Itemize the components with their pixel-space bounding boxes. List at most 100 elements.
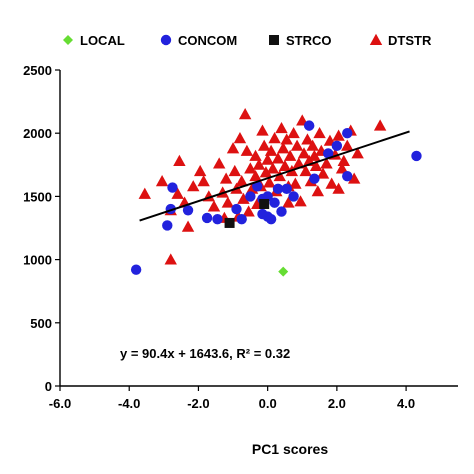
point-dtstr — [213, 157, 226, 169]
point-concom — [331, 140, 343, 152]
point-concom — [182, 205, 194, 216]
point-dtstr — [263, 176, 276, 188]
point-dtstr — [266, 162, 280, 174]
y-tick-label: 2000 — [23, 126, 52, 141]
x-tick-label: -4.0 — [118, 396, 140, 411]
y-ticks: 0 500 1000 1500 2000 2500 — [23, 63, 60, 394]
point-dtstr — [283, 149, 297, 161]
legend-item-dtstr: DTSTR — [369, 33, 432, 48]
point-dtstr — [240, 144, 254, 156]
point-concom — [303, 120, 315, 131]
point-dtstr — [308, 149, 321, 161]
legend-marker-dtstr — [369, 33, 383, 45]
point-dtstr — [197, 175, 210, 187]
point-dtstr — [294, 195, 307, 207]
legend-marker-concom — [160, 34, 172, 46]
point-dtstr — [290, 139, 304, 151]
x-tick-label: 4.0 — [397, 396, 415, 411]
point-dtstr — [306, 139, 319, 151]
point-concom — [269, 197, 280, 208]
point-dtstr — [219, 172, 233, 184]
point-dtstr — [273, 169, 286, 182]
y-tick-label: 1500 — [23, 189, 52, 204]
x-ticks: -6.0 -4.0 -2.0 0.0 2.0 4.0 — [49, 386, 415, 411]
point-dtstr — [164, 253, 177, 265]
point-dtstr — [292, 157, 305, 169]
point-dtstr — [289, 177, 302, 189]
point-dtstr — [207, 200, 221, 212]
y-tick-label: 0 — [45, 379, 52, 394]
point-dtstr — [313, 127, 326, 139]
point-concom — [342, 128, 353, 139]
point-dtstr — [297, 147, 311, 159]
x-tick-label: 0.0 — [259, 396, 277, 411]
point-dtstr — [259, 166, 273, 178]
legend: LOCAL CONCOM STRCO DTSTR — [63, 33, 432, 48]
point-dtstr — [351, 147, 364, 159]
regression-equation: y = 90.4x + 1643.6, R² = 0.32 — [120, 346, 290, 361]
point-concom — [281, 183, 292, 195]
point-dtstr — [261, 153, 274, 165]
point-dtstr — [337, 154, 350, 166]
point-dtstr — [335, 162, 349, 174]
point-dtstr — [173, 154, 186, 166]
point-dtstr — [332, 182, 345, 194]
x-tick-label: -6.0 — [49, 396, 71, 411]
point-dtstr — [278, 159, 292, 172]
point-concom — [276, 206, 287, 217]
legend-marker-local — [63, 35, 73, 45]
point-concom — [342, 170, 353, 182]
point-strco — [259, 198, 270, 209]
point-dtstr — [264, 144, 278, 156]
legend-marker-strco — [269, 35, 279, 45]
point-dtstr — [287, 127, 300, 139]
point-dtstr — [233, 132, 247, 144]
point-concom — [252, 181, 263, 192]
data-points — [130, 108, 422, 277]
point-dtstr — [237, 192, 250, 204]
point-dtstr — [171, 187, 184, 199]
point-dtstr — [249, 149, 262, 161]
point-dtstr — [268, 132, 281, 144]
point-dtstr — [228, 164, 241, 177]
point-concom — [309, 173, 320, 184]
point-dtstr — [193, 164, 207, 177]
legend-label-dtstr: DTSTR — [388, 33, 432, 48]
point-concom — [323, 148, 334, 159]
legend-label-concom: CONCOM — [178, 33, 237, 48]
point-concom — [245, 191, 256, 202]
legend-label-strco: STRCO — [286, 33, 332, 48]
point-dtstr — [138, 187, 151, 199]
point-dtstr — [181, 220, 195, 232]
legend-item-local: LOCAL — [63, 33, 125, 48]
point-dtstr — [341, 139, 354, 151]
point-dtstr — [325, 177, 338, 189]
point-dtstr — [257, 139, 271, 151]
legend-item-strco: STRCO — [269, 33, 332, 48]
point-dtstr — [282, 196, 295, 208]
point-dtstr — [256, 124, 269, 136]
legend-label-local: LOCAL — [80, 33, 125, 48]
point-dtstr — [309, 159, 323, 172]
point-dtstr — [332, 129, 345, 141]
point-dtstr — [226, 142, 240, 154]
point-concom — [265, 213, 277, 225]
point-dtstr — [277, 142, 290, 154]
point-dtstr — [155, 175, 169, 187]
x-axis-label: PC1 scores — [252, 441, 328, 457]
point-dtstr — [242, 205, 255, 217]
point-dtstr — [311, 185, 325, 197]
point-dtstr — [320, 157, 333, 169]
point-dtstr — [187, 180, 200, 192]
point-dtstr — [373, 119, 387, 131]
point-dtstr — [271, 152, 285, 164]
point-dtstr — [221, 196, 235, 208]
point-concom — [231, 203, 242, 215]
x-tick-label: -2.0 — [187, 396, 209, 411]
point-dtstr — [244, 162, 257, 174]
point-dtstr — [249, 169, 262, 182]
point-concom — [130, 264, 142, 275]
plot-axes — [59, 70, 458, 387]
point-concom — [236, 213, 247, 225]
